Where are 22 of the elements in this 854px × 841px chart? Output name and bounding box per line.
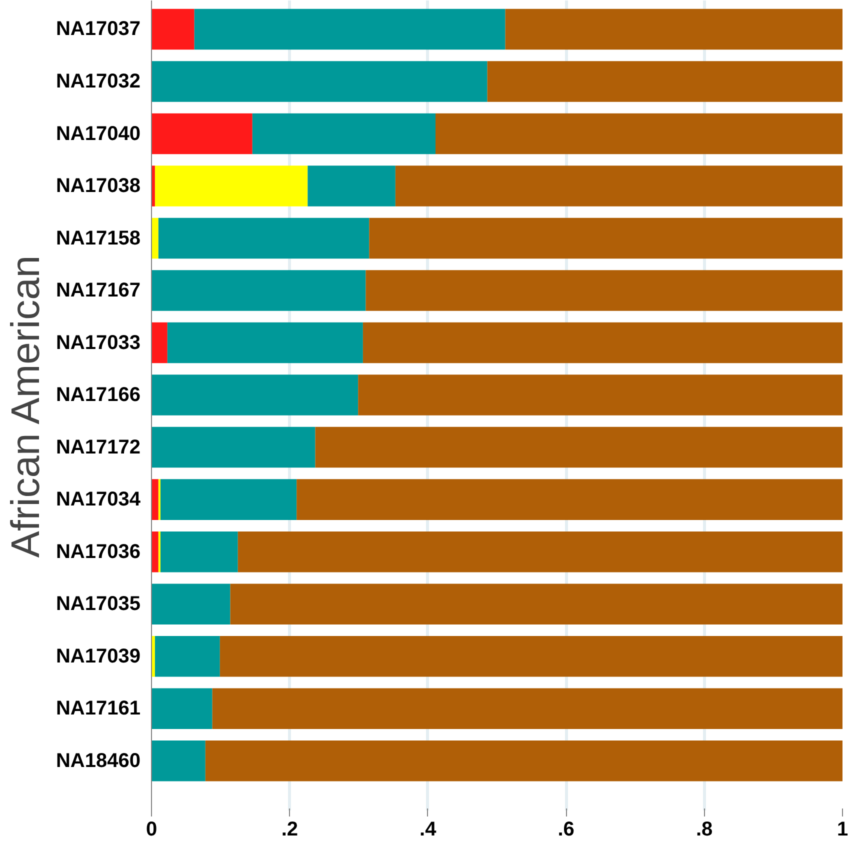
y-tick-label: NA17172 <box>56 436 141 458</box>
y-tick-label: NA17166 <box>56 384 141 406</box>
y-tick-label: NA17035 <box>56 593 141 616</box>
y-tick-label: NA17032 <box>56 70 141 92</box>
y-tick-label: NA18460 <box>56 750 141 772</box>
y-tick-label: NA17161 <box>56 698 141 720</box>
x-tick-label: 0 <box>146 818 158 840</box>
y-tick-label: NA17040 <box>56 122 141 145</box>
y-tick-label: NA17034 <box>56 488 142 511</box>
y-tick-label: NA17033 <box>56 332 141 354</box>
x-tick-label: .6 <box>558 818 574 840</box>
y-tick-label: NA17038 <box>56 175 141 198</box>
y-tick-label: NA17037 <box>56 18 141 40</box>
x-tick-label: 1 <box>836 818 848 840</box>
y-tick-label: NA17167 <box>56 280 141 302</box>
x-tick-label: .2 <box>281 818 298 840</box>
y-tick-label: NA17039 <box>56 645 141 668</box>
x-tick-label: .8 <box>696 818 713 840</box>
y-tick-label: NA17036 <box>56 540 141 563</box>
x-tick-label: .4 <box>420 818 438 840</box>
y-axis-title: African American <box>4 255 48 558</box>
y-tick-label: NA17158 <box>56 227 141 250</box>
